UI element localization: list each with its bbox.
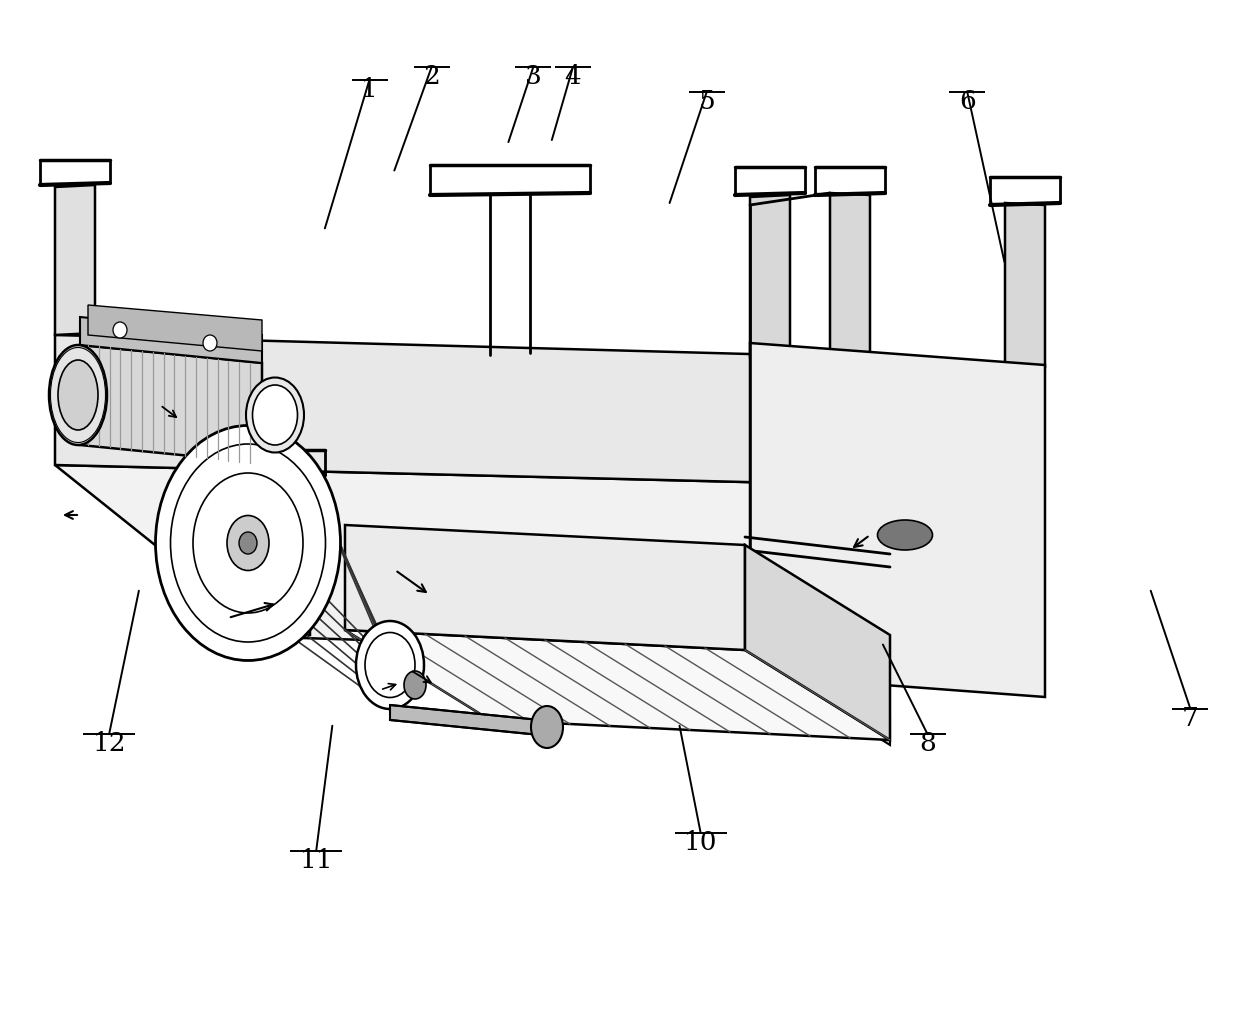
Polygon shape — [750, 195, 790, 357]
Ellipse shape — [50, 345, 107, 445]
Text: 5: 5 — [698, 88, 715, 114]
Text: 2: 2 — [423, 64, 440, 89]
Text: 10: 10 — [683, 829, 718, 855]
Polygon shape — [55, 465, 1004, 660]
Text: 1: 1 — [361, 76, 378, 102]
Polygon shape — [968, 497, 1008, 660]
Ellipse shape — [531, 706, 563, 748]
Ellipse shape — [193, 473, 303, 613]
Polygon shape — [745, 625, 890, 745]
Polygon shape — [345, 525, 745, 650]
Text: 4: 4 — [564, 64, 582, 89]
Polygon shape — [785, 355, 1004, 660]
Ellipse shape — [404, 671, 427, 699]
Polygon shape — [81, 317, 262, 363]
Ellipse shape — [246, 378, 304, 453]
Ellipse shape — [113, 322, 126, 338]
Polygon shape — [830, 193, 870, 357]
Ellipse shape — [203, 335, 217, 351]
Polygon shape — [345, 630, 890, 740]
Ellipse shape — [239, 532, 257, 554]
Text: 6: 6 — [959, 88, 976, 114]
Text: 3: 3 — [525, 64, 542, 89]
Polygon shape — [270, 475, 310, 637]
Text: 8: 8 — [919, 731, 936, 756]
Ellipse shape — [253, 385, 298, 445]
Text: 11: 11 — [299, 848, 334, 873]
Ellipse shape — [878, 520, 932, 550]
Text: 7: 7 — [1182, 705, 1199, 731]
Polygon shape — [81, 345, 262, 463]
Ellipse shape — [356, 621, 424, 709]
Polygon shape — [88, 304, 262, 351]
Ellipse shape — [171, 444, 325, 642]
Ellipse shape — [365, 632, 415, 697]
Polygon shape — [391, 705, 539, 735]
Ellipse shape — [58, 360, 98, 430]
Text: 12: 12 — [92, 731, 126, 756]
Polygon shape — [745, 545, 890, 740]
Polygon shape — [1004, 203, 1045, 367]
Ellipse shape — [227, 516, 269, 570]
Polygon shape — [55, 335, 785, 483]
Ellipse shape — [155, 425, 341, 661]
Polygon shape — [55, 185, 95, 335]
Polygon shape — [750, 343, 1045, 697]
